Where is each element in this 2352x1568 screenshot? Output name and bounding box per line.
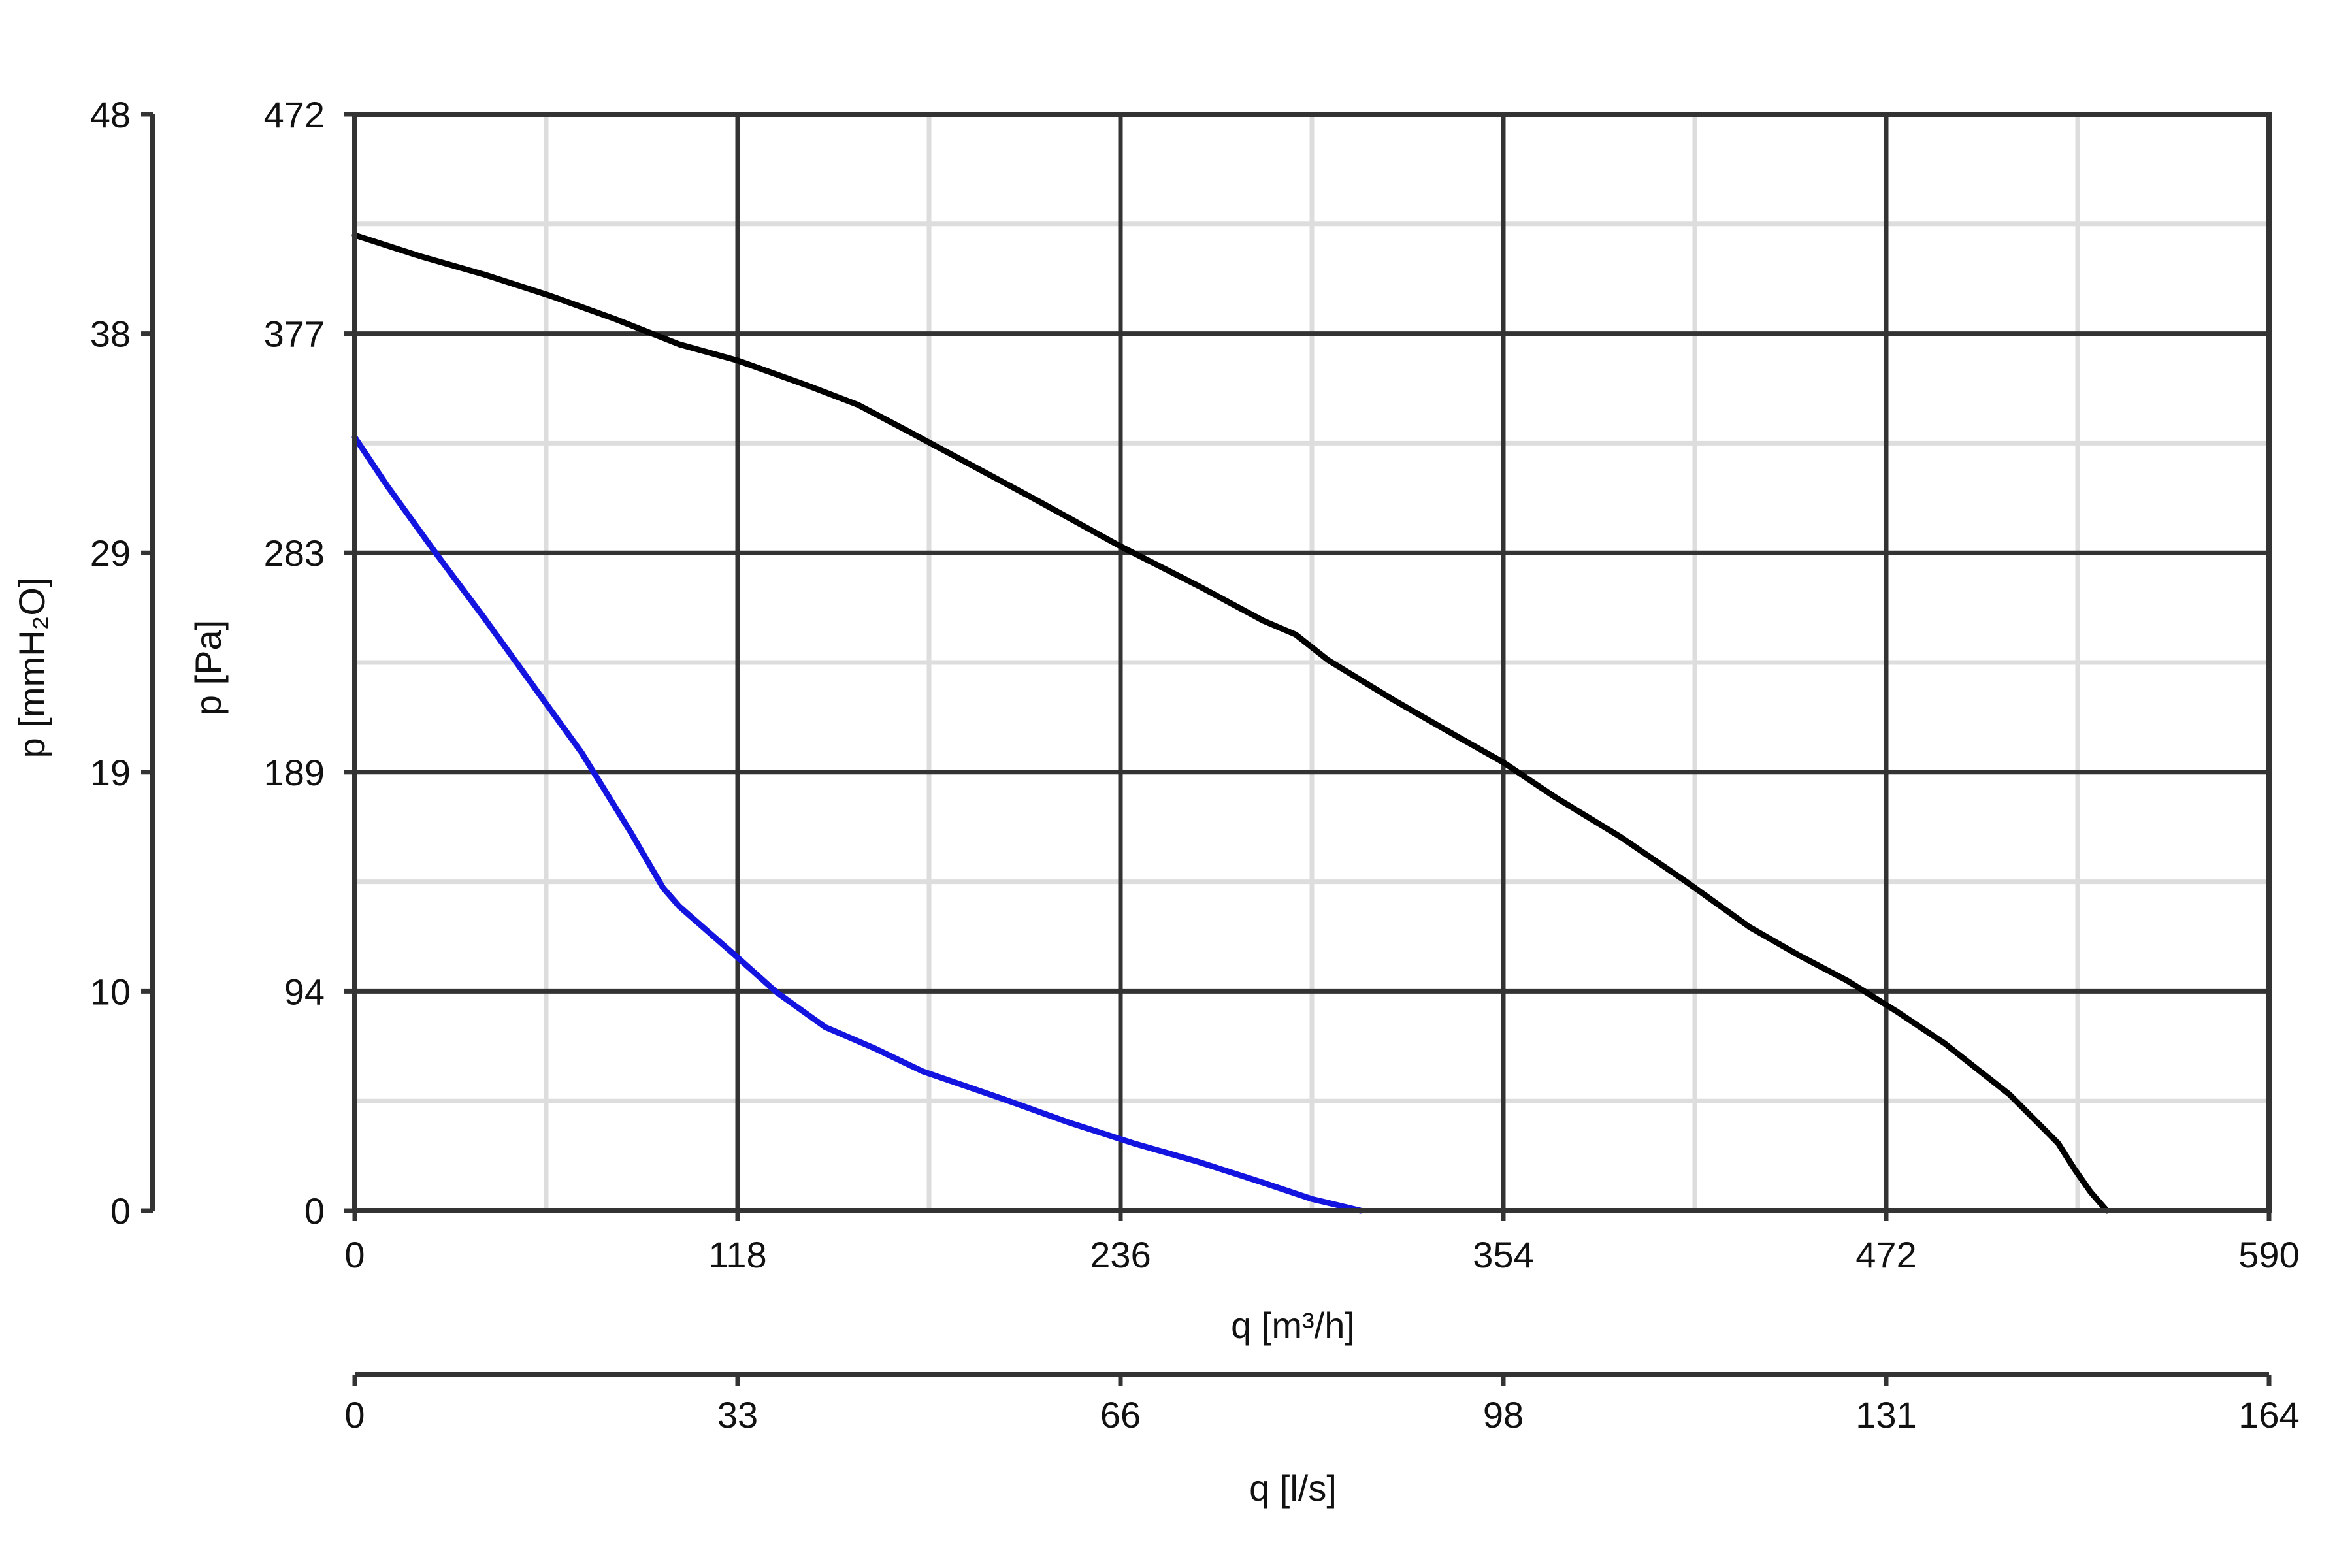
series-line-1 xyxy=(351,232,2110,1214)
x-axis-title: q [m³/h] xyxy=(1231,1305,1355,1346)
plot-frame xyxy=(344,112,2272,1221)
secondary-y-tick-label: 38 xyxy=(90,314,131,355)
secondary-y-axis-title: p [mmH₂O] xyxy=(11,578,52,759)
secondary-x-tick-labels: 0 33 66 98 131 164 xyxy=(344,1394,2299,1435)
x-tick-label: 590 xyxy=(2238,1234,2299,1275)
minor-grid xyxy=(355,114,2269,1211)
x-tick-label: 354 xyxy=(1473,1234,1533,1275)
plot-border xyxy=(352,112,2272,1213)
series-line-2 xyxy=(351,434,1364,1214)
secondary-x-tick-label: 0 xyxy=(344,1394,365,1435)
bottom-secondary-axis xyxy=(352,1372,2272,1386)
x-tick-label: 472 xyxy=(1855,1234,1916,1275)
secondary-x-tick-label: 164 xyxy=(2238,1394,2299,1435)
secondary-y-tick-label: 48 xyxy=(90,94,131,135)
x-tick-label: 118 xyxy=(708,1234,766,1275)
secondary-y-tick-label: 19 xyxy=(90,752,131,793)
x-tick-label: 236 xyxy=(1090,1234,1151,1275)
y-axis-title: p [Pa] xyxy=(188,620,229,715)
y-tick-label: 189 xyxy=(264,752,325,793)
primary-y-tick-labels: 0 94 189 283 377 472 xyxy=(264,94,325,1232)
secondary-x-axis-title: q [l/s] xyxy=(1249,1467,1337,1509)
left-secondary-axis xyxy=(141,112,155,1213)
primary-x-tick-labels: 0 118 236 354 472 590 xyxy=(344,1234,2299,1275)
secondary-y-tick-label: 0 xyxy=(110,1190,131,1232)
secondary-x-tick-label: 131 xyxy=(1855,1394,1916,1435)
secondary-y-tick-label: 10 xyxy=(90,971,131,1012)
secondary-y-tick-labels: 0 10 19 29 38 48 xyxy=(90,94,131,1232)
major-grid xyxy=(355,114,2269,1211)
secondary-y-tick-label: 29 xyxy=(90,532,131,574)
series-lines xyxy=(351,232,2110,1214)
y-tick-label: 472 xyxy=(264,94,325,135)
x-tick-label: 0 xyxy=(344,1234,365,1275)
secondary-x-tick-label: 98 xyxy=(1483,1394,1524,1435)
y-tick-label: 94 xyxy=(284,971,325,1012)
secondary-x-tick-label: 66 xyxy=(1100,1394,1141,1435)
secondary-x-tick-label: 33 xyxy=(717,1394,758,1435)
y-tick-label: 0 xyxy=(304,1190,325,1232)
y-tick-label: 377 xyxy=(264,314,325,355)
y-tick-label: 283 xyxy=(264,532,325,574)
